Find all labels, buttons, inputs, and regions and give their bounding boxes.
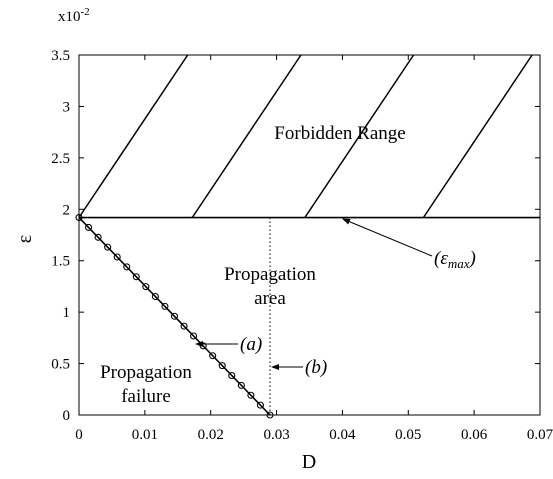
x-tick-label: 0.06 (461, 427, 488, 443)
data-point (170, 312, 179, 320)
y-tick-label: 2 (63, 202, 71, 218)
data-point (161, 302, 169, 310)
hatch-line-3 (304, 54, 415, 218)
y-tick-label: 0.5 (51, 357, 70, 373)
data-point (180, 322, 188, 330)
x-tick-label: 0.04 (329, 427, 356, 443)
y-multiplier: x10-2 (58, 6, 90, 25)
plot-frame (78, 54, 541, 416)
x-tick-label: 0.03 (263, 427, 289, 443)
propagation-area-label-line2: area (254, 288, 286, 309)
data-point (113, 253, 121, 261)
x-tick-label: 0.02 (198, 427, 224, 443)
propagation-failure-label-line1: Propagation (100, 362, 192, 383)
hatch-line-4 (422, 54, 533, 218)
data-point (142, 283, 150, 291)
propagation-failure-label-line2: failure (121, 386, 171, 407)
data-point (247, 391, 255, 399)
hatch-line-1 (78, 54, 189, 218)
data-point (123, 263, 131, 271)
x-tick-label: 0.05 (395, 427, 421, 443)
propagation-area-label-line1: Propagation (224, 264, 316, 285)
y-tick-label: 2.5 (51, 151, 70, 167)
y-tick-label: 1.5 (51, 254, 70, 270)
epsilon-max-arrow (342, 218, 433, 257)
data-point (237, 381, 245, 389)
x-axis-label: D (302, 451, 316, 473)
series-line (78, 216, 271, 416)
data-point (209, 352, 217, 360)
x-tick-label: 0 (75, 427, 83, 443)
y-tick-label: 0 (63, 408, 71, 424)
data-point (228, 371, 236, 380)
x-tick-label: 0.07 (527, 427, 553, 443)
data-point (256, 401, 264, 409)
data-point (190, 332, 198, 340)
data-point (94, 233, 102, 241)
data-point (218, 362, 226, 370)
y-tick-label: 3 (63, 99, 71, 115)
x-tick-label: 0.01 (132, 427, 158, 443)
forbidden-range-hatching (78, 54, 533, 218)
y-tick-label: 1 (63, 305, 71, 321)
y-axis-label: ε (14, 235, 36, 243)
data-point (151, 292, 159, 301)
series-a (75, 213, 274, 419)
hatch-line-2 (191, 54, 302, 218)
data-point (132, 273, 140, 281)
forbidden-range-label: Forbidden Range (274, 123, 405, 144)
y-tick-label: 3.5 (51, 48, 70, 64)
annotation-a-label: (a) (240, 334, 262, 355)
data-point (104, 243, 112, 251)
data-point (84, 223, 93, 231)
epsilon-max-label: (εmax) (434, 248, 476, 271)
annotation-b-label: (b) (305, 357, 327, 378)
x-axis-ticks: 0 0.01 0.02 0.03 0.04 0.05 0.06 0.07 (75, 55, 553, 443)
y-axis-ticks: 0 0.5 1 1.5 2 2.5 3 3.5 (51, 48, 540, 424)
